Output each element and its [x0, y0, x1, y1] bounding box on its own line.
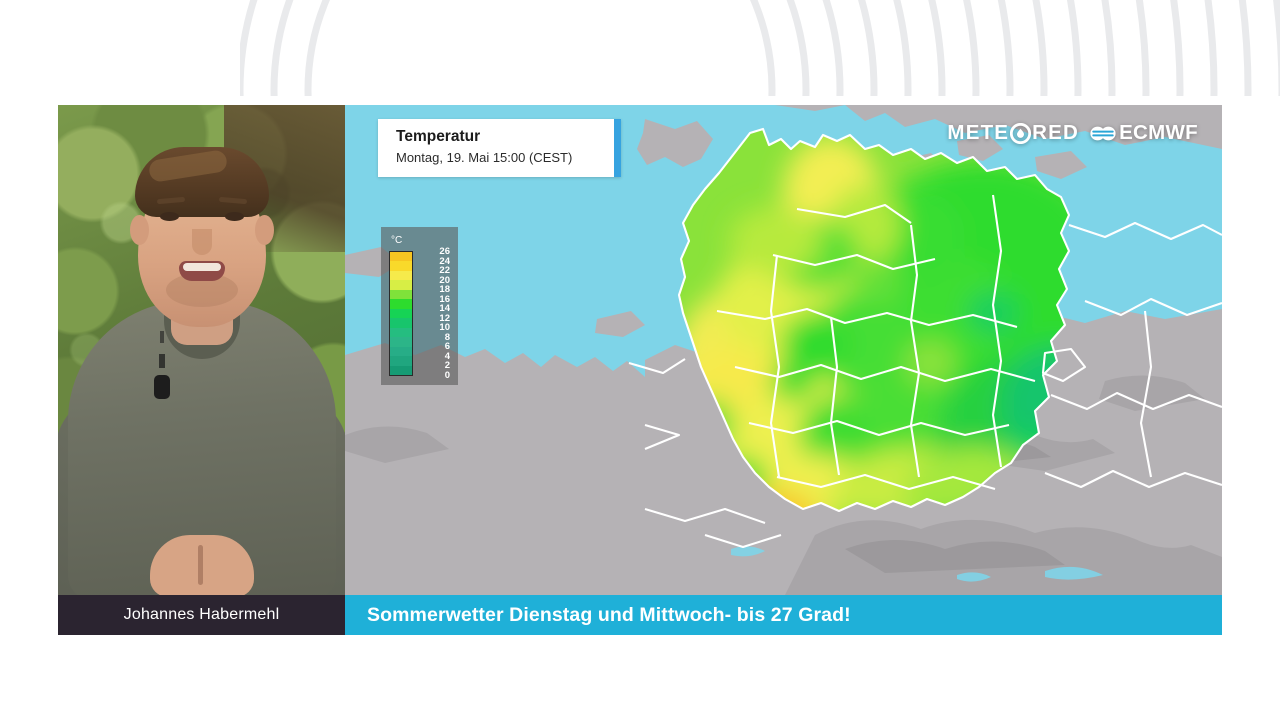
- headline-ticker: Sommerwetter Dienstag und Mittwoch- bis …: [345, 595, 1222, 635]
- ecmwf-label: ECMWF: [1119, 121, 1198, 144]
- legend-band: [390, 252, 412, 262]
- map-timestamp: Montag, 19. Mai 15:00 (CEST): [396, 149, 573, 165]
- broadcast-stage: Temperatur Montag, 19. Mai 15:00 (CEST) …: [58, 105, 1222, 635]
- presenter-figure: [58, 105, 345, 595]
- meteored-label-pre: METE: [947, 121, 1010, 144]
- weather-map-panel[interactable]: Temperatur Montag, 19. Mai 15:00 (CEST) …: [345, 105, 1222, 595]
- cloud-icon: [1090, 126, 1116, 140]
- presenter-hands: [149, 535, 254, 595]
- legend-tick-labels: 26 24 22 20 18 16 14 12 10 8 6 4 2 0: [418, 247, 452, 380]
- legend-band: [390, 365, 412, 376]
- headline-text: Sommerwetter Dienstag und Mittwoch- bis …: [367, 603, 851, 626]
- legend-band: [390, 356, 412, 366]
- legend-band: [390, 346, 412, 357]
- bottom-bar: Johannes Habermehl Sommerwetter Dienstag…: [58, 595, 1222, 635]
- map-title: Temperatur: [396, 128, 481, 145]
- temperature-map: [345, 105, 1222, 595]
- legend-color-bar: [389, 251, 413, 376]
- lapel-microphone-icon: [153, 375, 170, 399]
- brand-logos: METE RED ECMWF: [947, 121, 1198, 145]
- legend-band: [390, 299, 412, 309]
- legend-band: [390, 261, 412, 271]
- presenter-name-plate: Johannes Habermehl: [58, 595, 345, 635]
- title-card-accent-bar: [614, 119, 621, 177]
- temperature-legend: °C: [381, 227, 458, 385]
- stage-body: Temperatur Montag, 19. Mai 15:00 (CEST) …: [58, 105, 1222, 595]
- presenter-name: Johannes Habermehl: [123, 606, 280, 623]
- legend-band: [390, 280, 412, 290]
- title-card-body: Temperatur Montag, 19. Mai 15:00 (CEST): [378, 119, 614, 177]
- meteored-logo: METE RED: [947, 121, 1079, 145]
- legend-band: [390, 308, 412, 319]
- legend-unit-label: °C: [391, 235, 403, 246]
- legend-tick: 0: [444, 369, 450, 381]
- ecmwf-logo: ECMWF: [1090, 121, 1198, 145]
- droplet-icon: [1010, 122, 1032, 144]
- legend-band: [390, 337, 412, 347]
- legend-band: [390, 318, 412, 328]
- meteored-label-post: RED: [1032, 121, 1080, 144]
- map-title-card: Temperatur Montag, 19. Mai 15:00 (CEST): [378, 119, 621, 177]
- legend-band: [390, 270, 412, 281]
- legend-band: [390, 327, 412, 338]
- presenter-video-panel[interactable]: [58, 105, 345, 595]
- legend-band: [390, 289, 412, 300]
